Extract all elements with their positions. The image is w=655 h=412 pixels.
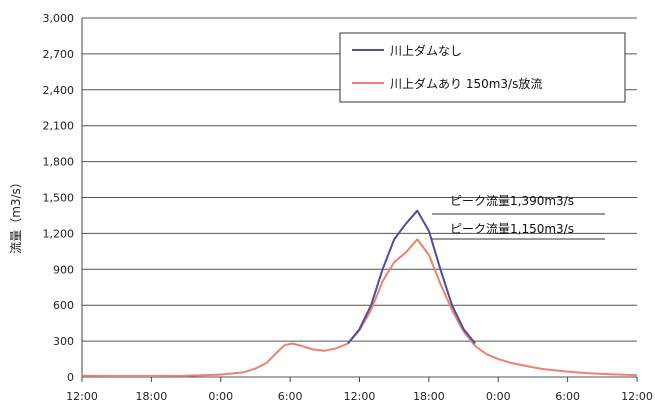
y-tick-label: 600: [53, 299, 74, 312]
x-tick-label: 18:00: [413, 390, 445, 403]
y-tick-label: 900: [53, 263, 74, 276]
x-tick-label: 12:00: [621, 390, 653, 403]
y-axis-label: 流量（m3/s）: [9, 176, 23, 254]
y-tick-label: 2,400: [43, 84, 75, 97]
x-tick-labels: 12:00 18:00 0:00 6:00 12:00 18:00 0:00 6:00 12:0…: [66, 390, 653, 403]
legend-label-with-dam: 川上ダムあり 150m3/s放流: [390, 76, 542, 91]
legend: 川上ダムなし 川上ダムあり 150m3/s放流: [339, 32, 626, 103]
legend-label-no-dam: 川上ダムなし: [390, 43, 462, 58]
x-tick-label: 6:00: [555, 390, 580, 403]
series-lines: [81, 209, 638, 377]
x-tick-label: 0:00: [486, 390, 511, 403]
y-tick-label: 1,200: [43, 227, 75, 240]
y-tick-label: 1,500: [43, 192, 75, 205]
x-tick-label: 12:00: [344, 390, 376, 403]
y-tick-label: 1,800: [43, 156, 75, 169]
series-line-with-dam: [81, 238, 638, 377]
x-tick-label: 18:00: [136, 390, 168, 403]
y-tick-labels: 0 300 600 900 1,200 1,500 1,800 2,100 2,400 2,700…: [43, 12, 75, 384]
annotation-peak-1: ピーク流量1,390m3/s: [450, 194, 574, 208]
peak-annotations: ピーク流量1,390m3/s ピーク流量1,150m3/s: [432, 194, 605, 240]
y-tick-label: 2,700: [43, 48, 75, 61]
y-tick-label: 300: [53, 335, 74, 348]
series-line-no-dam: [347, 209, 476, 345]
y-tick-label: 0: [67, 371, 74, 384]
x-tick-label: 12:00: [66, 390, 98, 403]
y-tick-label: 2,100: [43, 120, 75, 133]
annotation-peak-2: ピーク流量1,150m3/s: [450, 222, 574, 236]
y-tick-label: 3,000: [43, 12, 75, 25]
x-tick-label: 0:00: [208, 390, 233, 403]
x-tick-label: 6:00: [278, 390, 303, 403]
legend-box: [339, 32, 626, 103]
